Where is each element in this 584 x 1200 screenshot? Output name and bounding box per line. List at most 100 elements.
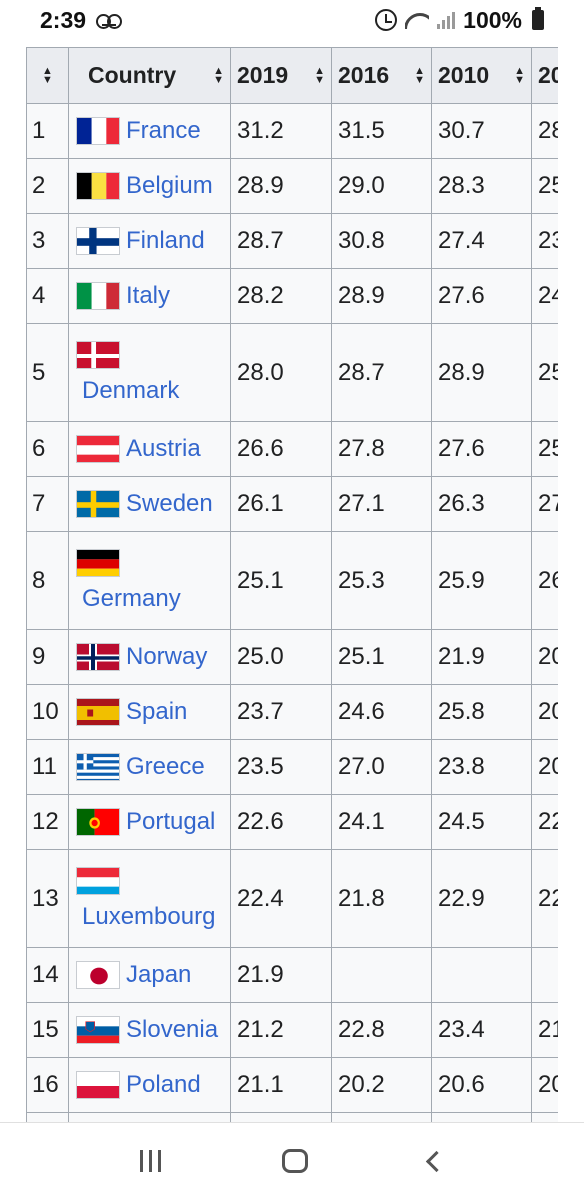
country-cell: Portugal [68, 794, 231, 850]
value-cell-next [531, 947, 558, 1003]
country-link[interactable]: Sweden [126, 489, 213, 517]
country-link[interactable]: Portugal [126, 807, 216, 835]
sort-icon[interactable]: ▲ ▼ [514, 64, 525, 86]
italy-flag-icon[interactable] [76, 282, 120, 311]
value-cell-next: 28 [531, 103, 558, 159]
column-header-2016[interactable]: 2016 ▲ ▼ [331, 47, 432, 104]
value-cell-next: 23 [531, 213, 558, 269]
value-cell-next: 22 [531, 849, 558, 948]
denmark-flag-icon[interactable] [76, 340, 120, 369]
value-cell-v2010: 27.6 [431, 421, 532, 477]
value-cell-next: 20 [531, 684, 558, 740]
value-cell-v2010: 25.8 [431, 684, 532, 740]
country-link[interactable]: Spain [126, 697, 188, 725]
country-link[interactable]: Italy [126, 281, 171, 309]
recent-apps-icon[interactable] [140, 1150, 162, 1172]
japan-flag-icon[interactable] [76, 961, 120, 990]
country-cell: Germany [68, 531, 231, 630]
table-row: 15 Slovenia 21.222.823.421 [26, 1002, 558, 1058]
home-icon[interactable] [281, 1149, 308, 1173]
country-link[interactable]: Belgium [126, 171, 213, 199]
value-cell-v2016: 27.8 [331, 421, 432, 477]
table-row: 5 Denmark 28.028.728.925 [26, 323, 558, 422]
country-link[interactable]: Finland [126, 226, 205, 254]
country-link[interactable]: France [126, 116, 201, 144]
slovenia-flag-icon[interactable] [76, 1016, 120, 1045]
voicemail-icon [96, 14, 123, 29]
value-cell-v2010: 27.6 [431, 268, 532, 324]
column-header-2010[interactable]: 2010 ▲ ▼ [431, 47, 532, 104]
value-cell-v2016: 20.2 [331, 1057, 432, 1113]
country-cell: Belgium [68, 158, 231, 214]
rank-cell: 3 [26, 213, 69, 269]
germany-flag-icon[interactable] [76, 548, 120, 577]
country-cell: France [68, 103, 231, 159]
sort-icon[interactable]: ▲ ▼ [42, 64, 53, 86]
country-cell: Japan [68, 947, 231, 1003]
clock: 2:39 [40, 6, 87, 33]
country-link[interactable]: Austria [126, 434, 201, 462]
austria-flag-icon[interactable] [76, 435, 120, 464]
value-cell-v2016: 28.9 [331, 268, 432, 324]
value-cell-next: 21 [531, 1002, 558, 1058]
luxembourg-flag-icon[interactable] [76, 866, 120, 895]
rank-cell [26, 1112, 69, 1122]
country-link[interactable]: Japan [126, 960, 192, 988]
country-cell: Spain [68, 684, 231, 740]
status-bar: 2:39 100% [0, 0, 584, 40]
value-cell-next: 20 [531, 629, 558, 685]
value-cell-v2019: 23.5 [230, 739, 332, 795]
table-header-row: ▲ ▼ Country ▲ ▼ 2019 ▲ ▼ 2016 ▲ ▼ 2010 ▲ ▼ 20 [26, 47, 558, 104]
column-header-next[interactable]: 20 [531, 47, 558, 104]
sort-icon[interactable]: ▲ ▼ [213, 64, 224, 86]
france-flag-icon[interactable] [76, 117, 120, 146]
country-link[interactable]: Germany [82, 584, 181, 612]
rank-cell: 11 [26, 739, 69, 795]
sort-icon[interactable]: ▲ ▼ [314, 64, 325, 86]
rank-cell: 9 [26, 629, 69, 685]
spain-flag-icon[interactable] [76, 698, 120, 727]
value-cell-v2019: 28.0 [230, 323, 332, 422]
value-cell-v2016: 29.0 [331, 158, 432, 214]
table-scroll-container[interactable]: ▲ ▼ Country ▲ ▼ 2019 ▲ ▼ 2016 ▲ ▼ 2010 ▲ ▼ 20 [26, 47, 558, 1122]
norway-flag-icon[interactable] [76, 643, 120, 672]
country-link[interactable]: Greece [126, 752, 205, 780]
greece-flag-icon[interactable] [76, 753, 120, 782]
rank-cell: 12 [26, 794, 69, 850]
table-row: 6 Austria 26.627.827.625 [26, 421, 558, 477]
sort-icon[interactable]: ▲ ▼ [414, 64, 425, 86]
country-cell: Finland [68, 213, 231, 269]
data-table: ▲ ▼ Country ▲ ▼ 2019 ▲ ▼ 2016 ▲ ▼ 2010 ▲ ▼ 20 [26, 47, 558, 1122]
country-link[interactable]: Slovenia [126, 1015, 219, 1043]
country-link[interactable]: Luxembourg [82, 902, 216, 930]
value-cell-v2010: 28.9 [431, 323, 532, 422]
back-icon[interactable] [425, 1150, 447, 1172]
column-header-rank[interactable]: ▲ ▼ [26, 47, 69, 104]
value-cell-v2019: 22.6 [230, 794, 332, 850]
country-cell [68, 1112, 231, 1122]
table-row: 13 Luxembourg 22.421.822.922 [26, 849, 558, 948]
table-row: 9 Norway 25.025.121.920 [26, 629, 558, 685]
belgium-flag-icon[interactable] [76, 172, 120, 201]
value-cell-v2016: 21.8 [331, 849, 432, 948]
column-header-country[interactable]: Country ▲ ▼ [68, 47, 231, 104]
country-link[interactable]: Poland [126, 1070, 201, 1098]
value-cell-v2010: 25.9 [431, 531, 532, 630]
value-cell-next: 27 [531, 476, 558, 532]
country-cell: Poland [68, 1057, 231, 1113]
country-link[interactable]: Denmark [82, 376, 180, 404]
rank-cell: 13 [26, 849, 69, 948]
poland-flag-icon[interactable] [76, 1071, 120, 1100]
country-link[interactable]: Norway [126, 642, 208, 670]
value-cell-v2016: 27.0 [331, 739, 432, 795]
country-cell: Slovenia [68, 1002, 231, 1058]
value-cell-v2019: 28.7 [230, 213, 332, 269]
rank-cell: 1 [26, 103, 69, 159]
wifi-icon [405, 11, 429, 29]
value-cell-next: 22 [531, 794, 558, 850]
portugal-flag-icon[interactable] [76, 808, 120, 837]
column-header-2019[interactable]: 2019 ▲ ▼ [230, 47, 332, 104]
sweden-flag-icon[interactable] [76, 490, 120, 519]
finland-flag-icon[interactable] [76, 227, 120, 256]
table-row: 16 Poland 21.120.220.620 [26, 1057, 558, 1113]
